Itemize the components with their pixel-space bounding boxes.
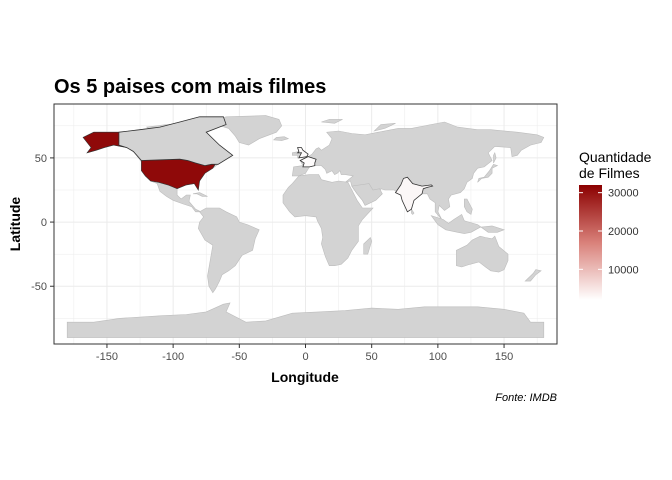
x-tick-label: -50 [231, 351, 247, 363]
land-indonesia [430, 213, 506, 234]
x-tick-label: -100 [162, 351, 184, 363]
map-panel [53, 103, 558, 345]
legend-tick-label: 30000 [608, 188, 639, 200]
y-tick-label: -50 [31, 281, 47, 293]
legend-title-line1: Quantidade [579, 149, 652, 165]
legend-title-line2: de Filmes [579, 165, 640, 181]
x-tick-label: 50 [366, 351, 378, 363]
land-south-america [197, 207, 260, 294]
y-axis: -50 0 50 [31, 153, 54, 293]
y-axis-title: Latitude [7, 197, 23, 252]
x-tick-label: 150 [495, 351, 513, 363]
land-arabia [351, 183, 383, 206]
land-africa [282, 174, 374, 266]
land-antarctica [66, 302, 545, 338]
land-novaya-zemlya [373, 123, 396, 132]
x-axis: -150 -100 -50 0 50 100 150 [96, 344, 513, 363]
country-canada [118, 116, 234, 167]
land-europe-asia [291, 121, 545, 220]
x-axis-title: Longitude [271, 369, 339, 385]
land-australia [456, 235, 509, 273]
highlighted-countries [82, 116, 434, 213]
x-tick-label: 0 [302, 351, 308, 363]
legend: Quantidade de Filmes 10000 20000 30000 [579, 149, 652, 300]
x-tick-label: 100 [429, 351, 447, 363]
land-philippines [464, 198, 473, 215]
legend-tick-label: 10000 [608, 264, 639, 276]
legend-ticks: 10000 20000 30000 [579, 188, 639, 276]
land-japan [477, 163, 499, 183]
land-sri-lanka [411, 208, 415, 215]
x-tick-label: -150 [96, 351, 118, 363]
caption: Fonte: IMDB [495, 392, 557, 404]
legend-tick-label: 20000 [608, 226, 639, 238]
country-france [299, 156, 317, 168]
y-tick-label: 0 [41, 217, 47, 229]
land-sakhalin [493, 151, 497, 164]
legend-colorbar [579, 185, 602, 300]
land-cuba [192, 192, 208, 197]
land-madagascar [363, 236, 373, 255]
y-tick-label: 50 [35, 153, 47, 165]
land-svalbard [321, 119, 343, 124]
country-uk [296, 147, 309, 159]
chart-title: Os 5 paises com mais filmes [54, 76, 326, 98]
land-iceland [272, 136, 290, 141]
country-india [394, 176, 434, 213]
country-usa-1 [82, 131, 127, 154]
land-new-zealand [524, 269, 542, 282]
land-greenland [209, 115, 283, 146]
